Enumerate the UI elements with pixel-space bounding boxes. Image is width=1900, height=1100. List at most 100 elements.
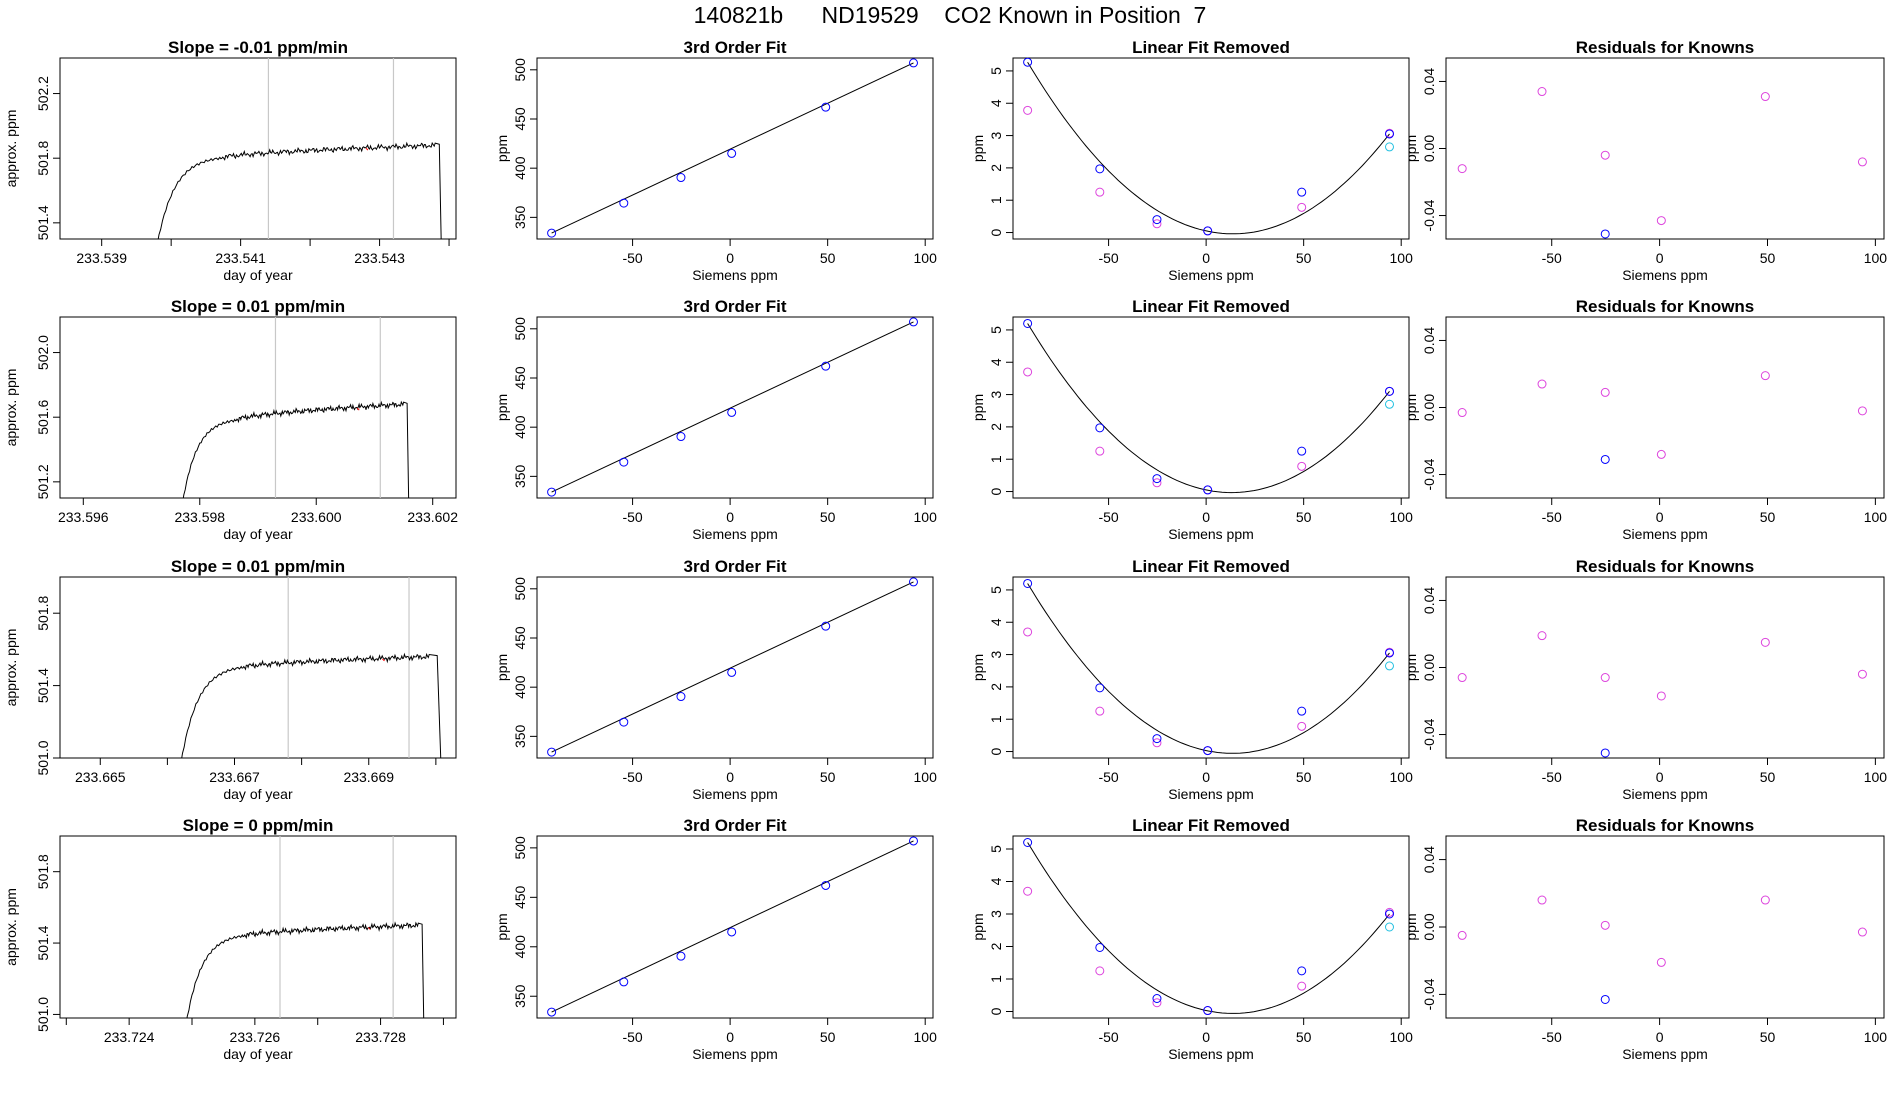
plot-frame [59,57,457,240]
y-axis-label: ppm [970,135,986,162]
y-axis-label: ppm [494,394,510,421]
x-tick-label: 50 [1296,509,1312,525]
blue-point [1023,838,1033,847]
y-tick-label: 1 [988,975,1004,983]
x-axis-label: day of year [223,526,293,542]
magenta-point [1152,478,1162,488]
panel-timeseries-row2: Slope = 0.01 ppm/min 233.596 233.598 233.60… [3,297,458,542]
x-tick-label: 233.669 [343,769,394,785]
magenta-point [1152,219,1162,229]
magenta-point [1152,738,1162,748]
blue-point [1297,966,1307,976]
y-tick-label: 3 [988,650,1004,658]
magenta-point [1760,92,1770,102]
magenta-point [1537,379,1547,389]
plot-frame [1012,57,1410,240]
y-tick-label: 501.8 [35,140,51,175]
plot-frame [1445,835,1885,1019]
y-tick-label: 0.00 [1421,913,1437,940]
magenta-point [1656,691,1666,701]
blue-point [1384,386,1394,396]
x-tick-label: 233.726 [230,1029,281,1045]
y-tick-label: 4 [988,358,1004,366]
data-point [676,692,686,702]
panel-title: Slope = 0 ppm/min [183,816,334,835]
y-tick-label: 0.04 [1421,68,1437,95]
blue-point [1384,129,1394,139]
y-tick-label: -0.04 [1421,718,1437,750]
y-tick-label: 0 [988,1007,1004,1015]
plot-frame [59,576,457,759]
x-tick-label: 0 [1202,509,1210,525]
data-point [547,487,557,497]
x-tick-label: 233.596 [58,509,109,525]
x-axis-label: Siemens ppm [1622,267,1708,283]
x-axis-label: Siemens ppm [692,1046,778,1062]
magenta-point [1095,187,1105,197]
magenta-point [1537,631,1547,641]
y-tick-label: 0.00 [1421,394,1437,421]
blue-point [1095,683,1105,693]
y-tick-label: 2 [988,942,1004,950]
x-tick-label: -50 [622,769,642,785]
plot-frame [59,316,457,499]
y-axis-label: ppm [1403,913,1419,940]
y-axis-label: ppm [970,913,986,940]
x-tick-label: -50 [1542,1029,1562,1045]
plot-frame [1445,576,1885,759]
magenta-point [1760,895,1770,905]
panel-title: Residuals for Knowns [1576,816,1755,835]
plot-frame [1012,835,1410,1019]
cyan-point [1384,661,1394,671]
y-tick-label: 350 [512,724,528,748]
y-tick-label: 501.8 [35,595,51,630]
data-point [619,717,629,727]
data-point [821,102,831,112]
x-tick-label: 233.665 [75,769,126,785]
x-tick-label: 233.602 [407,509,458,525]
panel-title: 3rd Order Fit [684,557,787,576]
panel-title: Slope = 0.01 ppm/min [171,557,345,576]
page-title: 140821b ND19529 CO2 Known in Position 7 [693,2,1207,28]
x-tick-label: 100 [914,769,938,785]
x-tick-label: 100 [914,1029,938,1045]
x-axis-label: day of year [223,1046,293,1062]
x-tick-label: 0 [726,250,734,266]
x-tick-label: -50 [1098,1029,1118,1045]
y-axis-label: ppm [1403,654,1419,681]
x-tick-label: 100 [914,509,938,525]
y-tick-label: 5 [988,67,1004,75]
y-tick-label: 500 [512,577,528,601]
y-tick-label: 400 [512,156,528,180]
y-tick-label: 450 [512,107,528,131]
data-point [676,951,686,961]
ppm-trace [186,921,425,1018]
ppm-trace [181,652,442,758]
magenta-point [1857,927,1867,937]
plot-marks [182,317,410,498]
blue-point [1600,994,1610,1004]
x-tick-label: 233.543 [354,250,405,266]
x-tick-label: 0 [1656,509,1664,525]
quadratic-curve [1027,842,1390,1014]
x-tick-label: -50 [1542,509,1562,525]
magenta-point [1023,367,1033,377]
x-axis-label: Siemens ppm [1622,1046,1708,1062]
x-axis-label: day of year [223,267,293,283]
panel-title: Linear Fit Removed [1132,297,1290,316]
panel-title: Slope = -0.01 ppm/min [168,38,348,57]
y-tick-label: 501.0 [35,740,51,775]
plot-marks [1027,61,1390,235]
y-axis-label: ppm [494,913,510,940]
red-marker [365,147,369,151]
panel-residuals-row1: Residuals for Knowns -50 0 50 100 Siemens ppm… [1403,38,1887,283]
plot-frame [1445,316,1885,499]
x-tick-label: 50 [1296,1029,1312,1045]
panel-title: Linear Fit Removed [1132,38,1290,57]
plot-marks [181,577,442,758]
y-tick-label: 5 [988,326,1004,334]
x-tick-label: 100 [1390,1029,1414,1045]
x-tick-label: -50 [1098,509,1118,525]
magenta-point [1152,998,1162,1008]
